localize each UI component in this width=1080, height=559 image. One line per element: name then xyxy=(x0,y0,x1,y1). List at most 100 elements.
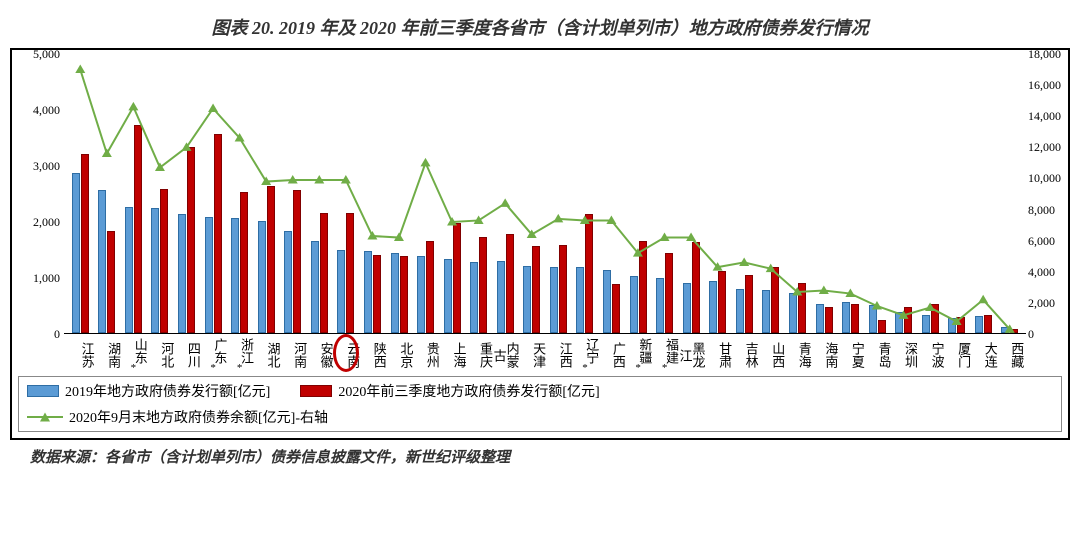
bar-group xyxy=(970,315,997,333)
bar-2019 xyxy=(523,266,531,333)
legend-item-2020: 2020年前三季度地方政府债券发行额[亿元] xyxy=(300,381,599,401)
bar-2019 xyxy=(736,289,744,333)
bar-2020 xyxy=(400,256,408,333)
bar-2019 xyxy=(444,259,452,333)
bar-2020 xyxy=(585,214,593,333)
legend-label-2020: 2020年前三季度地方政府债券发行额[亿元] xyxy=(338,381,599,401)
chart-title: 图表 20. 2019 年及 2020 年前三季度各省市（含计划单列市）地方政府… xyxy=(10,14,1070,40)
bar-group xyxy=(731,275,758,333)
bar-2020 xyxy=(107,231,115,333)
bar-2019 xyxy=(205,217,213,333)
bar-2020 xyxy=(214,134,222,333)
bar-group xyxy=(784,283,811,333)
bar-2020 xyxy=(320,213,328,333)
bar-2020 xyxy=(346,213,354,333)
category-label: 内蒙古 xyxy=(492,334,519,374)
bar-2019 xyxy=(869,305,877,333)
bar-group xyxy=(359,251,386,333)
category-label: 吉林 xyxy=(731,334,758,374)
bar-2020 xyxy=(984,315,992,333)
bar-group xyxy=(200,134,227,333)
bar-2019 xyxy=(417,256,425,333)
bar-2019 xyxy=(125,207,133,333)
bar-2019 xyxy=(842,302,850,333)
category-label: 深圳 xyxy=(890,334,917,374)
category-label: 宁波 xyxy=(917,334,944,374)
bar-group xyxy=(173,147,200,333)
bar-group xyxy=(625,241,652,333)
bar-group xyxy=(465,237,492,333)
bar-2020 xyxy=(160,189,168,333)
bar-2020 xyxy=(718,271,726,333)
category-label: 江苏 xyxy=(67,334,94,374)
category-label: 湖北 xyxy=(253,334,280,374)
x-labels: 江苏湖南山东*河北四川广东*浙江*湖北河南安徽云南陕西北京贵州上海重庆内蒙古天津… xyxy=(64,334,1026,374)
bar-group xyxy=(67,154,94,333)
category-label: 青海 xyxy=(784,334,811,374)
chart-border: 01,0002,0003,0004,0005,000 02,0004,0006,… xyxy=(10,48,1070,440)
bar-2020 xyxy=(453,223,461,333)
category-label: 北京 xyxy=(386,334,413,374)
bar-group xyxy=(890,307,917,333)
legend-swatch-red xyxy=(300,385,332,397)
category-label: 甘肃 xyxy=(705,334,732,374)
bar-2019 xyxy=(337,250,345,333)
legend-swatch-blue xyxy=(27,385,59,397)
bar-2020 xyxy=(479,237,487,333)
bar-2020 xyxy=(931,304,939,333)
legend-swatch-line xyxy=(27,410,63,424)
bar-2020 xyxy=(81,154,89,333)
bar-2020 xyxy=(612,284,620,333)
category-label: 重庆 xyxy=(465,334,492,374)
bar-2020 xyxy=(134,125,142,333)
category-label: 浙江* xyxy=(226,334,253,374)
category-label: 新疆* xyxy=(625,334,652,374)
bar-group xyxy=(280,190,307,333)
bar-group xyxy=(492,234,519,333)
bar-2019 xyxy=(1001,327,1009,333)
bar-2020 xyxy=(825,307,833,333)
bar-2020 xyxy=(532,246,540,333)
category-label: 广西 xyxy=(598,334,625,374)
category-label: 河南 xyxy=(280,334,307,374)
bar-group xyxy=(412,241,439,333)
bar-group xyxy=(333,213,360,333)
bar-2020 xyxy=(267,186,275,333)
bar-group xyxy=(120,125,147,333)
category-label: 广东* xyxy=(200,334,227,374)
bar-2020 xyxy=(771,267,779,333)
category-label: 福建* xyxy=(651,334,678,374)
bar-2020 xyxy=(851,304,859,333)
category-label: 宁夏 xyxy=(837,334,864,374)
bar-2019 xyxy=(231,218,239,333)
data-source: 数据来源：各省市（含计划单列市）债券信息披露文件，新世纪评级整理 xyxy=(30,446,1070,467)
legend-item-2019: 2019年地方政府债券发行额[亿元] xyxy=(27,381,270,401)
bar-2019 xyxy=(258,221,266,333)
bar-2019 xyxy=(975,316,983,333)
category-label: 青岛 xyxy=(864,334,891,374)
bar-group xyxy=(811,304,838,333)
bar-2019 xyxy=(603,270,611,333)
bar-2020 xyxy=(692,242,700,333)
bar-group xyxy=(917,304,944,333)
bar-2019 xyxy=(789,293,797,333)
bar-2019 xyxy=(98,190,106,333)
bar-2019 xyxy=(948,318,956,333)
bar-group xyxy=(439,223,466,333)
legend: 2019年地方政府债券发行额[亿元] 2020年前三季度地方政府债券发行额[亿元… xyxy=(18,376,1062,432)
bar-2019 xyxy=(550,267,558,333)
bar-group xyxy=(864,305,891,333)
right-y-axis: 02,0004,0006,0008,00010,00012,00014,0001… xyxy=(1028,54,1070,334)
category-label: 厦门 xyxy=(944,334,971,374)
bar-2019 xyxy=(683,283,691,333)
left-y-axis: 01,0002,0003,0004,0005,000 xyxy=(14,54,60,334)
plot-area: 01,0002,0003,0004,0005,000 02,0004,0006,… xyxy=(64,54,1026,374)
bar-group xyxy=(705,271,732,333)
bar-2020 xyxy=(904,307,912,333)
bar-2019 xyxy=(497,261,505,333)
category-label: 黑龙江 xyxy=(678,334,705,374)
bar-group xyxy=(386,253,413,333)
legend-label-2019: 2019年地方政府债券发行额[亿元] xyxy=(65,381,270,401)
bar-group xyxy=(94,190,121,333)
category-label: 云南 xyxy=(333,334,360,374)
